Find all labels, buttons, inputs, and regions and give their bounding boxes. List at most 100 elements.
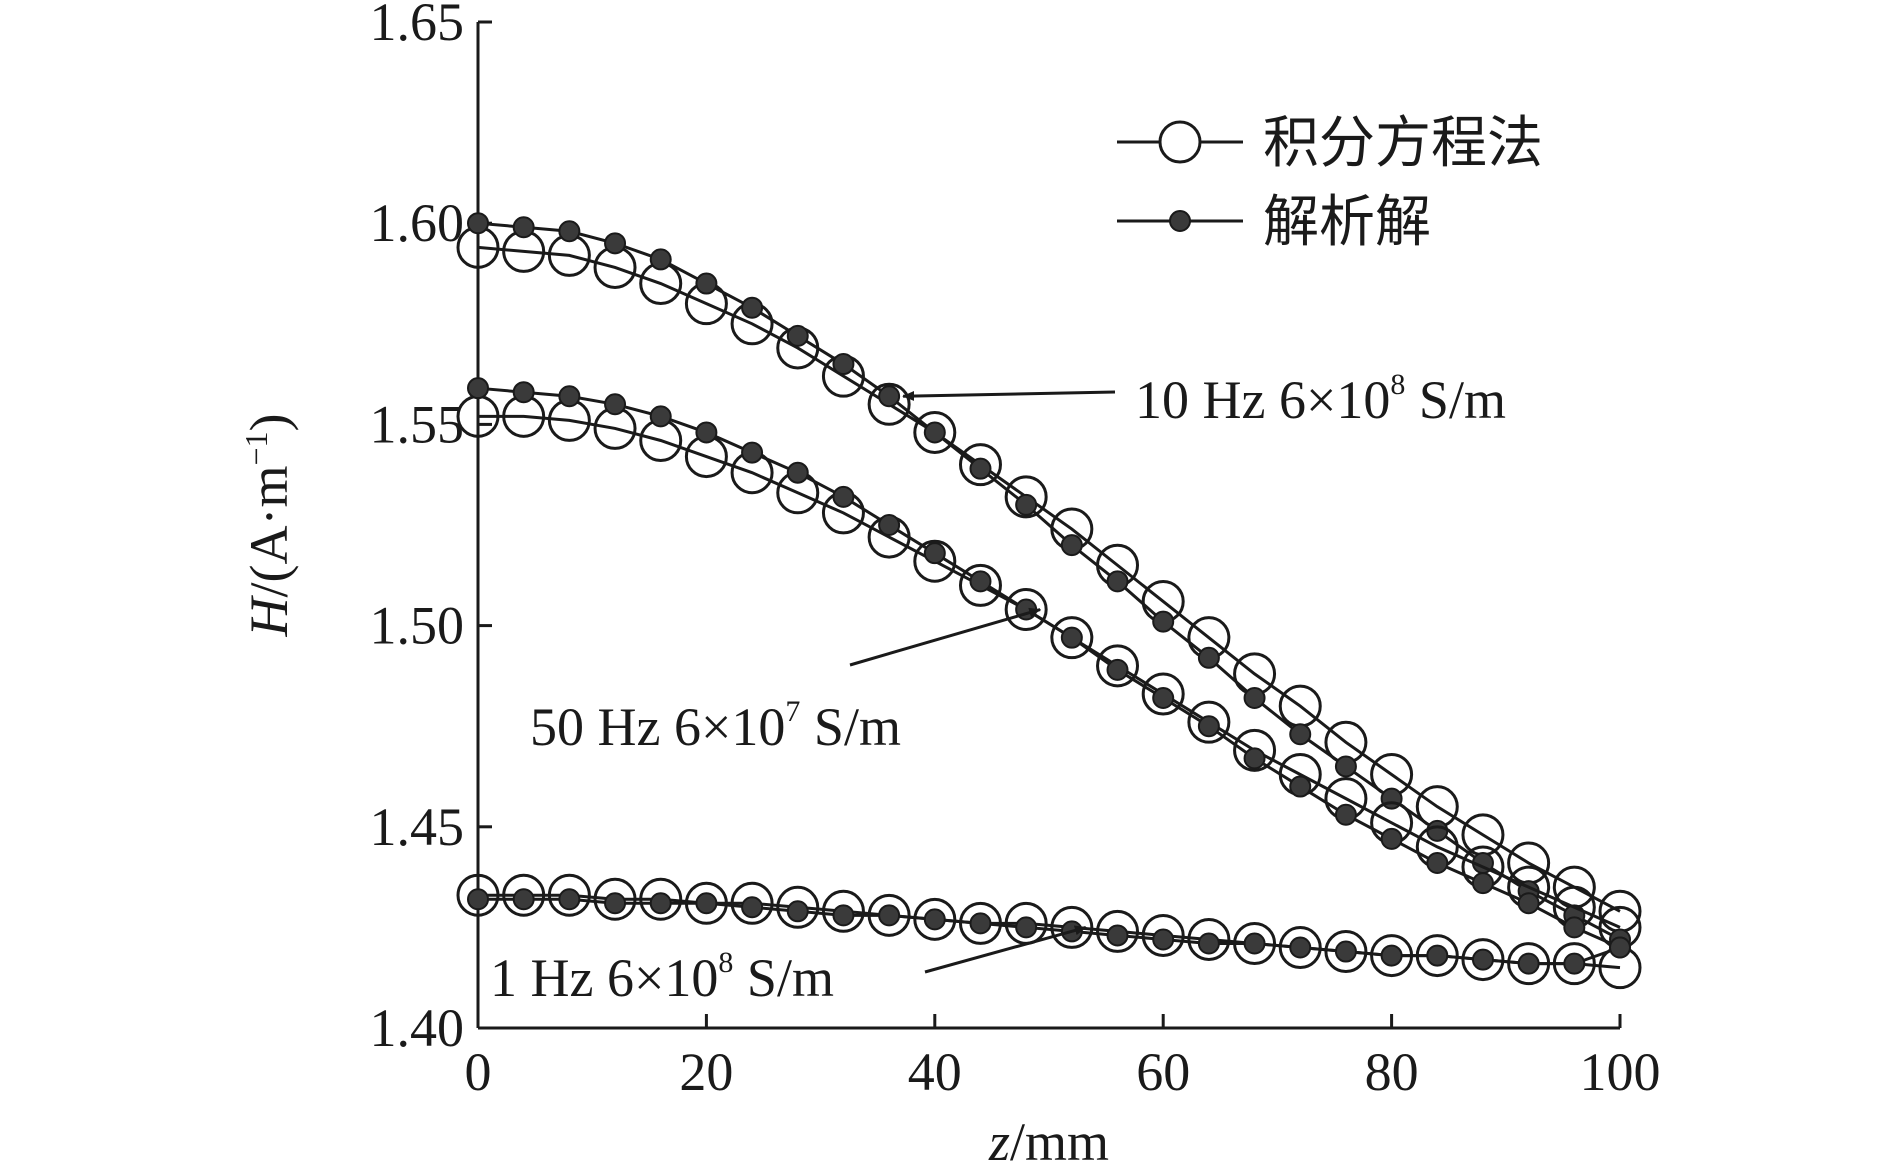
annotation-main: 10 Hz 6×10 xyxy=(1135,370,1390,430)
data-point-filled xyxy=(1563,916,1586,939)
data-point-filled xyxy=(1243,747,1266,770)
data-point-open xyxy=(1050,905,1094,949)
data-point-filled xyxy=(512,216,535,239)
data-point-filled xyxy=(741,896,764,919)
data-point-filled xyxy=(1289,775,1312,798)
data-point-filled xyxy=(1243,687,1266,710)
data-point-filled xyxy=(1015,493,1038,516)
data-point-filled xyxy=(1517,952,1540,975)
annotation-sup: 8 xyxy=(718,946,733,979)
data-point-open xyxy=(821,889,865,933)
data-point-open xyxy=(639,877,683,921)
data-point-filled xyxy=(969,457,992,480)
annotation-arrow xyxy=(924,925,1087,974)
series-line xyxy=(477,245,1621,913)
data-point-filled xyxy=(695,892,718,915)
data-point-filled xyxy=(1197,715,1220,738)
legend-item: 积分方程法 xyxy=(1117,113,1543,175)
data-point-open xyxy=(1233,728,1277,772)
annotation-sup: 8 xyxy=(1390,368,1405,401)
data-point-filled xyxy=(558,220,581,243)
data-point-filled xyxy=(1060,534,1083,557)
series-line xyxy=(478,414,1621,929)
data-point-filled xyxy=(1471,872,1494,895)
series-3 xyxy=(467,377,1631,959)
data-point-filled xyxy=(786,900,809,923)
data-point-filled xyxy=(1106,658,1129,681)
data-point-filled xyxy=(1106,570,1129,593)
data-point-open xyxy=(1004,588,1048,632)
data-point-filled xyxy=(1517,892,1540,915)
data-point-filled xyxy=(1152,928,1175,951)
y-axis-label: H/(A·m−1) xyxy=(238,414,299,638)
data-point-filled xyxy=(649,248,672,271)
y-tick-label: 1.60 xyxy=(370,193,465,253)
data-point-open xyxy=(958,443,1002,487)
data-point-open xyxy=(776,885,820,929)
data-point-filled xyxy=(1426,819,1449,842)
data-point-filled xyxy=(649,892,672,915)
annotation-unit: S/m xyxy=(800,697,901,757)
annotation-label: 1 Hz 6×108 S/m xyxy=(490,946,834,1008)
data-point-open xyxy=(1278,926,1322,970)
y-tick-label: 1.65 xyxy=(370,0,465,52)
series-2 xyxy=(456,394,1642,949)
annotation-unit: S/m xyxy=(733,948,834,1008)
data-point-open xyxy=(502,873,546,917)
legend-item: 解析解 xyxy=(1117,192,1431,254)
data-point-filled xyxy=(1015,916,1038,939)
x-axis-label-italic: z xyxy=(988,1112,1010,1172)
data-point-filled xyxy=(832,353,855,376)
data-point-filled xyxy=(1426,944,1449,967)
x-axis-label: z/mm xyxy=(988,1112,1109,1172)
series-0 xyxy=(456,225,1642,933)
annotation-label: 10 Hz 6×108 S/m xyxy=(1135,368,1506,430)
legend-label: 解析解 xyxy=(1263,192,1431,254)
annotation-1: 50 Hz 6×107 S/m xyxy=(530,607,1042,757)
data-point-filled xyxy=(741,296,764,319)
data-point-filled xyxy=(832,904,855,927)
data-point-filled xyxy=(878,385,901,408)
annotation-arrow xyxy=(849,607,1042,667)
data-point-open xyxy=(1324,930,1368,974)
annotation-main: 50 Hz 6×10 xyxy=(530,697,785,757)
data-point-filled xyxy=(786,324,809,347)
data-point-filled xyxy=(1243,932,1266,955)
x-tick-label: 0 xyxy=(465,1042,492,1102)
data-point-filled xyxy=(604,393,627,416)
data-point-open xyxy=(1096,644,1140,688)
y-axis-label-sup: −1 xyxy=(238,431,274,465)
annotation-0: 10 Hz 6×108 S/m xyxy=(902,368,1506,430)
data-point-filled xyxy=(786,461,809,484)
data-point-filled xyxy=(558,888,581,911)
x-axis-label-unit: /mm xyxy=(1010,1112,1109,1172)
data-point-filled xyxy=(1426,852,1449,875)
data-point-open xyxy=(913,897,957,941)
legend-label: 积分方程法 xyxy=(1263,113,1543,175)
series-layer xyxy=(456,212,1642,990)
data-point-filled xyxy=(878,904,901,927)
data-point-open xyxy=(547,873,591,917)
data-point-filled xyxy=(1380,827,1403,850)
data-point-filled xyxy=(1060,626,1083,649)
data-point-filled xyxy=(558,385,581,408)
data-point-open xyxy=(1141,672,1185,716)
data-point-filled xyxy=(923,421,946,444)
y-tick-label: 1.55 xyxy=(370,394,465,454)
y-tick-label: 1.40 xyxy=(370,998,465,1058)
y-axis-label-unit: /(A·m xyxy=(239,466,299,598)
x-tick-label: 60 xyxy=(1136,1042,1190,1102)
data-point-open xyxy=(1004,475,1048,519)
data-point-filled xyxy=(832,485,855,508)
y-axis-label-italic: H xyxy=(239,595,299,638)
x-tick-label: 20 xyxy=(679,1042,733,1102)
data-point-open xyxy=(1141,913,1185,957)
data-point-filled xyxy=(467,888,489,911)
x-tick-label: 80 xyxy=(1365,1042,1419,1102)
data-point-filled xyxy=(512,888,535,911)
data-point-open xyxy=(456,873,500,917)
annotation-sup: 7 xyxy=(785,695,800,728)
annotations: 10 Hz 6×108 S/m50 Hz 6×107 S/m1 Hz 6×108… xyxy=(490,368,1506,1008)
